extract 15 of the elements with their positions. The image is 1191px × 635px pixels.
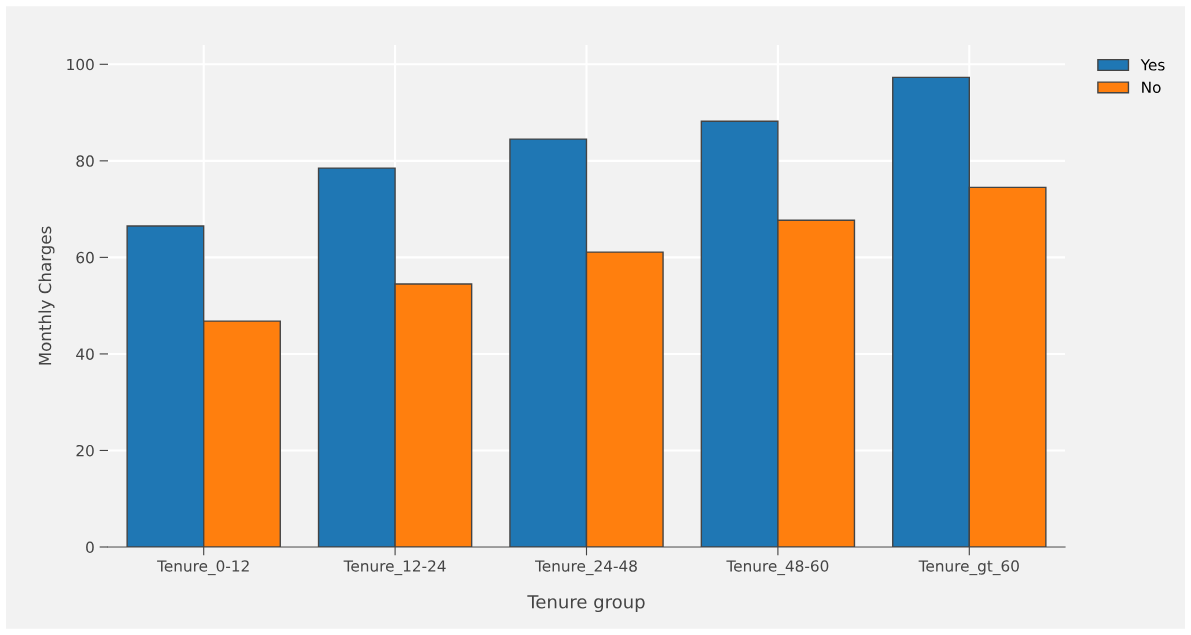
legend-label: No [1142,81,1161,93]
y-tick-label: 60 [76,251,94,264]
y-tick-label: 20 [76,444,94,457]
y-tick-label: 0 [86,541,94,554]
x-tick-label: Tenure_48-60 [726,560,829,576]
y-tick-label: 80 [76,155,94,167]
x-tick-label: Tenure_0-12 [157,560,249,576]
legend-label: Yes [1140,59,1165,71]
y-tick-label: 100 [67,58,94,71]
y-tick-label: 40 [76,348,94,360]
y-axis-title: Monthly Charges [38,226,55,365]
x-axis-title: Tenure group [527,595,645,613]
x-tick-label: Tenure_24-48 [535,560,637,576]
x-tick-label: Tenure_12-24 [343,560,446,576]
x-tick-label: Tenure_gt_60 [918,560,1019,576]
